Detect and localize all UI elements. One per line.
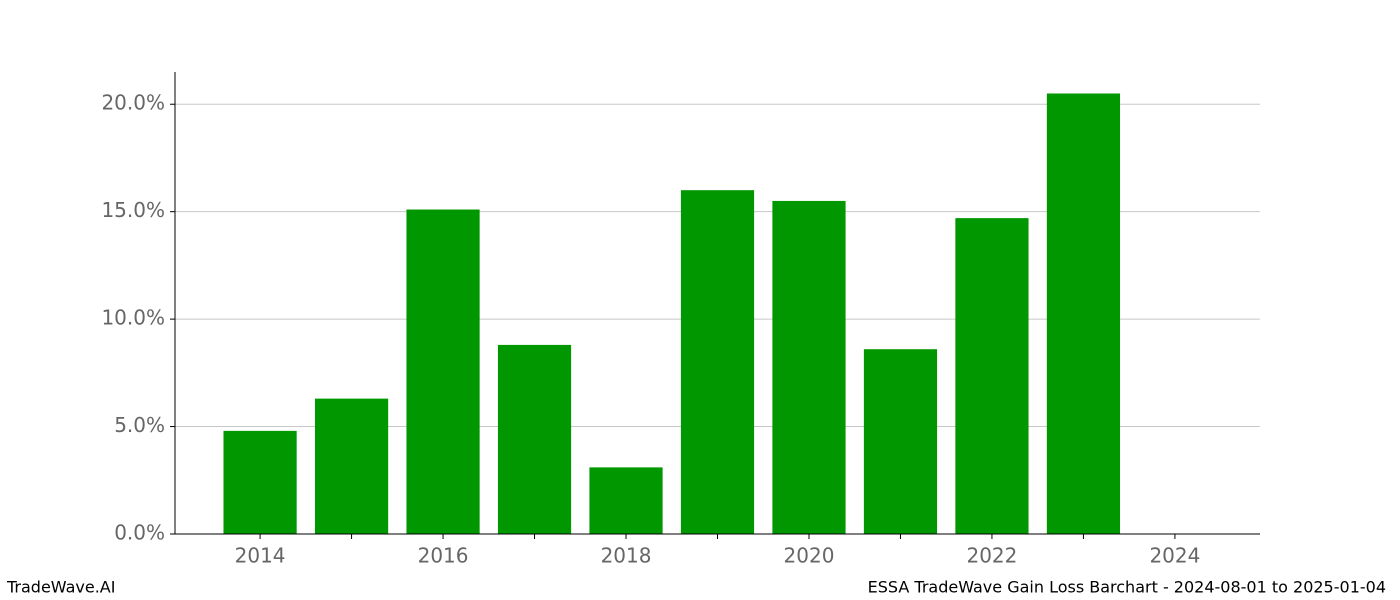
x-tick-label: 2014 (235, 544, 286, 568)
y-tick-label: 10.0% (101, 306, 165, 330)
x-tick-label: 2018 (601, 544, 652, 568)
bar (863, 349, 938, 534)
x-tick-label: 2020 (784, 544, 835, 568)
x-tick-label: 2016 (418, 544, 469, 568)
bar (1046, 93, 1121, 534)
bar (314, 398, 389, 534)
y-tick-label: 15.0% (101, 198, 165, 222)
bar (955, 218, 1029, 535)
bar (406, 209, 480, 534)
bar (223, 430, 297, 534)
bar (680, 190, 755, 535)
y-tick-label: 20.0% (101, 91, 165, 115)
footer-right: ESSA TradeWave Gain Loss Barchart - 2024… (868, 578, 1386, 597)
y-tick-label: 5.0% (114, 413, 165, 437)
footer-left: TradeWave.AI (6, 578, 115, 597)
bar (772, 200, 846, 534)
bar (589, 467, 663, 534)
bar (497, 344, 572, 534)
y-tick-label: 0.0% (114, 521, 165, 545)
x-tick-label: 2024 (1149, 544, 1200, 568)
x-tick-label: 2022 (966, 544, 1017, 568)
